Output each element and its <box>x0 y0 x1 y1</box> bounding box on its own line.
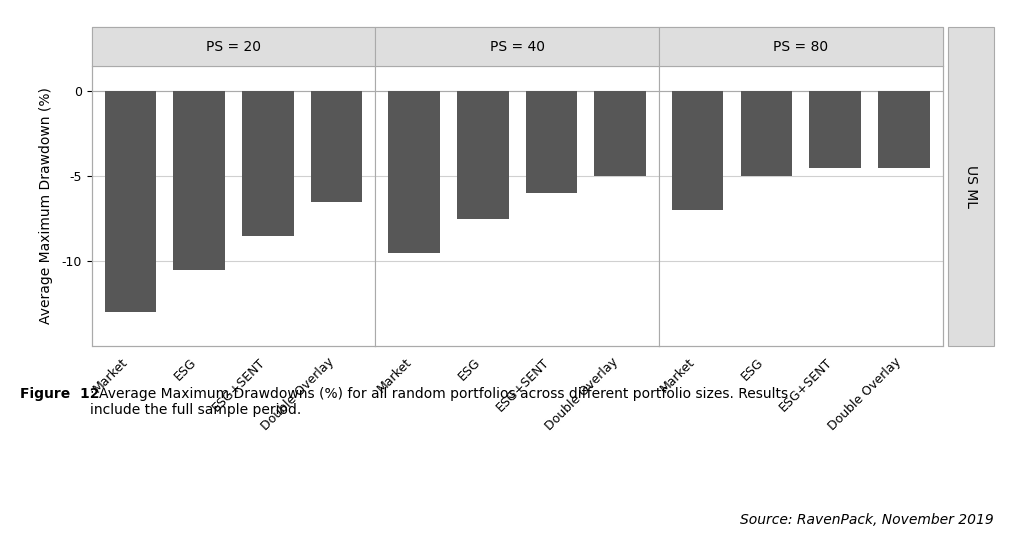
Bar <box>105 91 156 312</box>
Text: PS = 80: PS = 80 <box>773 40 828 54</box>
Text: PS = 40: PS = 40 <box>490 40 544 54</box>
Text: US ML: US ML <box>964 165 977 208</box>
Text: : Average Maximum Drawdowns (%) for all random portfolios across different portf: : Average Maximum Drawdowns (%) for all … <box>90 387 788 417</box>
Text: Figure  12: Figure 12 <box>20 387 100 401</box>
Text: PS = 20: PS = 20 <box>206 40 261 54</box>
Bar <box>741 91 792 176</box>
Bar <box>594 91 646 176</box>
Bar <box>457 91 508 219</box>
Bar <box>809 91 861 167</box>
Bar <box>672 91 723 210</box>
Bar <box>526 91 578 193</box>
Y-axis label: Average Maximum Drawdown (%): Average Maximum Drawdown (%) <box>40 87 53 324</box>
Bar <box>243 91 293 236</box>
Bar <box>311 91 363 201</box>
Bar <box>173 91 225 270</box>
Bar <box>388 91 440 253</box>
Bar <box>878 91 929 167</box>
Text: Source: RavenPack, November 2019: Source: RavenPack, November 2019 <box>740 513 994 527</box>
